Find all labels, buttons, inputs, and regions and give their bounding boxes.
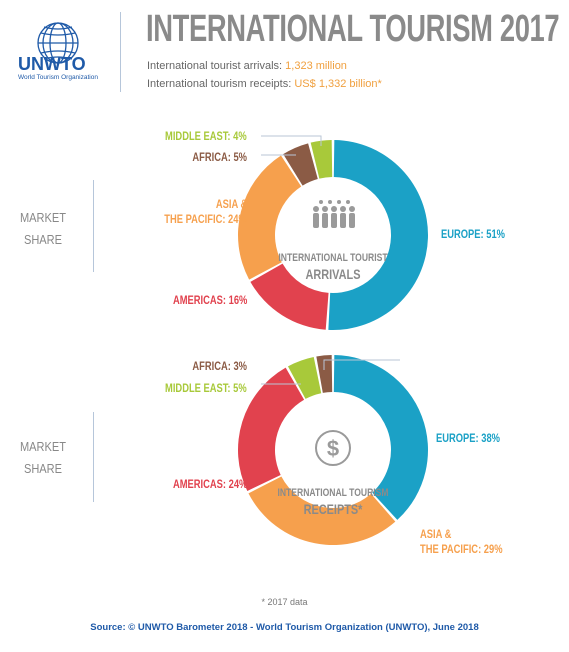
arrivals-label: International tourist arrivals: [147, 60, 286, 72]
footnote: * 2017 data [261, 597, 308, 607]
label-americas-receipts: AMERICAS: 24% [172, 477, 247, 491]
page-title: INTERNATIONAL TOURISM 2017 [146, 8, 560, 50]
receipts-center-line1: INTERNATIONAL TOURISM [277, 487, 389, 499]
source-line: Source: © UNWTO Barometer 2018 - World T… [90, 622, 479, 633]
label-asia-arrivals-2: THE PACIFIC: 24% [164, 212, 247, 226]
label-europe-receipts: EUROPE: 38% [436, 431, 500, 445]
donut-slice-americas [238, 367, 305, 491]
svg-text:$: $ [327, 436, 339, 461]
donut-chart-arrivals [238, 140, 428, 330]
receipts-stat: International tourism receipts: US$ 1,33… [147, 78, 382, 90]
leader-line [323, 359, 400, 370]
logo-text: UNWTO [18, 54, 86, 74]
label-asia-arrivals-1: ASIA & [215, 197, 247, 211]
header-divider [120, 12, 121, 92]
receipts-center-line2: RECEIPTS* [303, 501, 363, 517]
donut-slice-middle-east [287, 356, 322, 399]
receipts-value: US$ 1,332 billion* [294, 78, 382, 90]
label-asia-receipts-2: THE PACIFIC: 29% [420, 542, 503, 556]
arrivals-center-line2: ARRIVALS [305, 266, 361, 282]
label-africa-receipts: AFRICA: 3% [192, 359, 247, 373]
donut-slice-africa [283, 143, 318, 186]
donut-slice-americas [250, 263, 329, 330]
market-share-label-1: MARKET SHARE [19, 210, 67, 247]
donut-slice-middle-east [310, 140, 333, 179]
market-share-label-2: MARKET SHARE [19, 439, 67, 476]
donut-slice-africa [316, 355, 333, 393]
label-middle-east-arrivals: MIDDLE EAST: 4% [165, 129, 247, 143]
label-middle-east-receipts: MIDDLE EAST: 5% [165, 381, 247, 395]
label-americas-arrivals: AMERICAS: 16% [172, 293, 247, 307]
side-divider-2 [93, 412, 94, 502]
receipts-label: International tourism receipts: [147, 78, 295, 90]
arrivals-center-line1: INTERNATIONAL TOURIST [278, 252, 388, 264]
label-asia-receipts-1: ASIA & [420, 527, 452, 541]
leader-line [261, 135, 322, 146]
unwto-logo [37, 22, 79, 64]
label-africa-arrivals: AFRICA: 5% [192, 150, 247, 164]
donut-slice-europe [333, 355, 429, 520]
donut-slice-asia-the-pacific [248, 476, 396, 545]
donut-slice-europe [328, 140, 428, 330]
side-divider-1 [93, 180, 94, 272]
label-europe-arrivals: EUROPE: 51% [441, 227, 505, 241]
donut-chart-receipts [238, 355, 429, 545]
arrivals-value: 1,323 million [285, 60, 347, 72]
arrivals-stat: International tourist arrivals: 1,323 mi… [147, 60, 347, 72]
dollar-icon: $ [315, 430, 351, 466]
logo-subtext: World Tourism Organization [18, 74, 98, 81]
donut-slice-asia-the-pacific [238, 155, 302, 280]
leader-lines [261, 135, 400, 385]
people-icon [313, 200, 355, 228]
